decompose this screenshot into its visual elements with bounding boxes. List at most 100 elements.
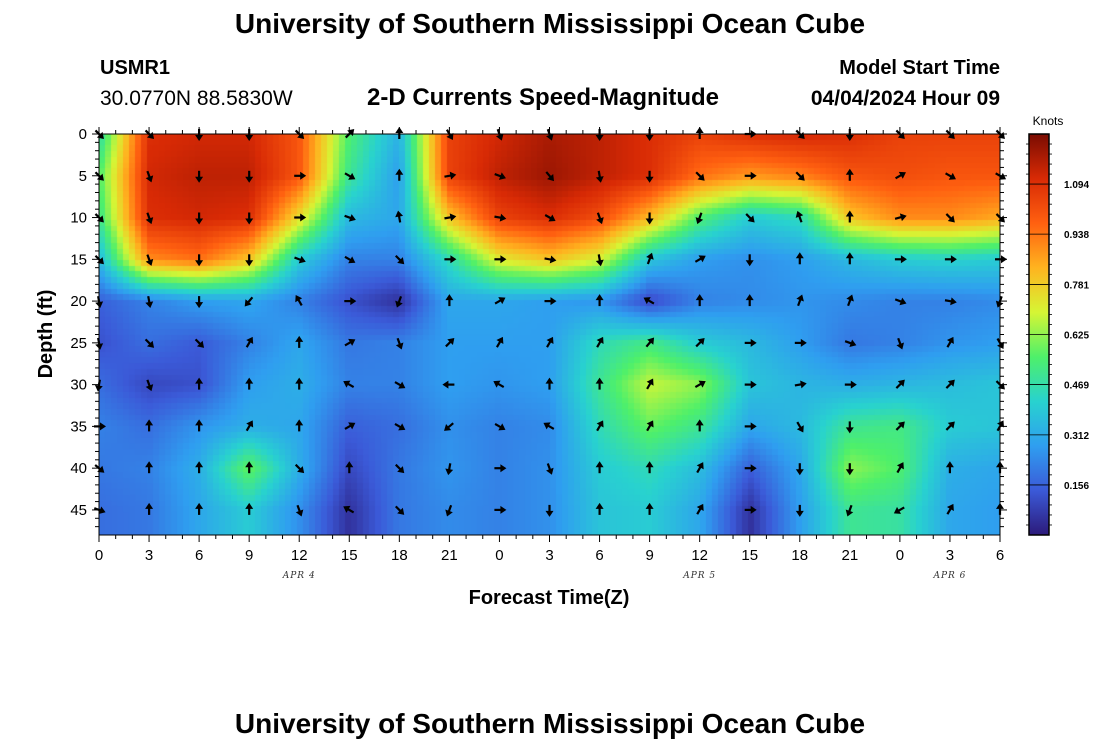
x-tick-label: 0	[495, 547, 503, 564]
x-tick-label: 6	[195, 547, 203, 564]
direction-arrow	[945, 461, 954, 474]
direction-arrow	[444, 255, 457, 264]
colorbar-tick-label: 0.156	[1064, 481, 1089, 492]
date-label: APR 4	[282, 571, 316, 581]
direction-arrow	[494, 297, 506, 305]
direction-arrow	[645, 212, 654, 225]
colorbar-unit: Knots	[1033, 114, 1064, 128]
direction-arrow	[795, 252, 804, 265]
direction-arrow	[195, 212, 204, 225]
colorbar-tick-label: 0.469	[1064, 381, 1089, 392]
direction-arrow	[344, 214, 356, 222]
direction-arrow	[893, 506, 905, 514]
direction-arrow	[645, 170, 654, 183]
direction-arrow	[494, 172, 506, 180]
direction-arrow	[494, 255, 507, 264]
direction-arrow	[344, 297, 357, 306]
direction-arrow	[546, 463, 554, 475]
direction-arrow	[545, 377, 554, 390]
direction-arrow	[895, 421, 905, 431]
colorbar-tick-label: 0.625	[1064, 331, 1089, 342]
direction-arrow	[545, 171, 554, 182]
direction-arrow	[294, 255, 306, 264]
direction-arrow	[744, 422, 757, 431]
direction-arrow	[646, 378, 654, 390]
direction-arrow	[646, 252, 654, 265]
direction-arrow	[445, 463, 454, 476]
direction-arrow	[896, 462, 904, 474]
direction-arrow	[394, 505, 405, 515]
station-id: USMR1	[100, 57, 171, 79]
colorbar: Knots 1.094 0.938 0.781 0.625 0.469 0.312 0.15…	[1026, 114, 1089, 536]
x-tick-label: 6	[595, 547, 603, 564]
direction-arrow	[395, 210, 404, 223]
x-tick-label: 0	[95, 547, 103, 564]
x-axis: 0 3 6 9 12 15 18 21 0 3 6 9 12 15 18 21 0 3 6 APR 4 APR 5 APR…	[95, 127, 1004, 581]
x-tick-label: 12	[291, 547, 308, 564]
x-tick-label: 15	[741, 547, 758, 564]
x-tick-label: 21	[441, 547, 458, 564]
direction-arrow	[344, 172, 356, 180]
direction-arrow	[295, 335, 304, 348]
direction-arrow	[696, 462, 704, 474]
direction-arrow	[546, 128, 554, 141]
y-tick-label: 0	[79, 126, 87, 143]
x-tick-label: 15	[341, 547, 358, 564]
direction-arrow	[493, 380, 505, 389]
direction-arrow	[645, 502, 654, 515]
direction-arrow	[544, 297, 557, 306]
direction-arrow	[643, 297, 655, 305]
direction-arrow	[744, 505, 757, 514]
direction-arrow	[945, 421, 955, 431]
direction-arrow	[445, 294, 454, 307]
direction-arrow	[245, 254, 254, 267]
direction-arrow	[744, 464, 757, 473]
direction-arrow	[694, 255, 706, 263]
direction-arrow	[695, 419, 704, 432]
direction-arrow	[195, 170, 204, 183]
direction-arrow	[945, 213, 955, 223]
direction-arrow	[944, 255, 957, 264]
direction-arrow	[794, 380, 807, 389]
colorbar-tick-label: 1.094	[1064, 180, 1089, 191]
x-tick-label: 9	[645, 547, 653, 564]
direction-arrow	[545, 504, 554, 517]
direction-arrow	[344, 255, 356, 264]
speed-heatmap	[99, 134, 1000, 535]
direction-arrow	[645, 461, 654, 474]
x-tick-label: 3	[545, 547, 553, 564]
direction-arrow	[845, 421, 854, 434]
x-tick-label: 6	[996, 547, 1004, 564]
direction-arrow	[495, 128, 504, 141]
direction-arrow	[744, 338, 757, 347]
x-tick-label: 3	[946, 547, 954, 564]
direction-arrow	[696, 503, 704, 515]
x-tick-label: 18	[791, 547, 808, 564]
direction-arrow	[145, 295, 154, 308]
direction-arrow	[894, 255, 907, 264]
direction-arrow	[945, 379, 955, 389]
direction-arrow	[394, 422, 406, 431]
direction-arrow	[945, 172, 956, 180]
direction-arrow	[896, 337, 905, 350]
direction-arrow	[145, 212, 154, 225]
direction-arrow	[144, 338, 155, 348]
direction-arrow	[195, 296, 204, 309]
direction-arrow	[294, 213, 307, 222]
direction-arrow	[445, 129, 454, 141]
direction-arrow	[195, 419, 204, 432]
direction-arrow	[344, 422, 356, 430]
direction-arrow	[695, 294, 704, 307]
y-tick-label: 5	[79, 168, 87, 185]
direction-arrow	[145, 379, 154, 392]
direction-arrow	[494, 213, 507, 222]
direction-arrow	[596, 212, 604, 225]
direction-arrow	[195, 461, 204, 474]
direction-arrow	[895, 171, 906, 180]
direction-arrow	[894, 213, 907, 222]
direction-arrow	[694, 380, 706, 389]
direction-arrow	[595, 502, 604, 515]
direction-arrow	[845, 463, 854, 476]
direction-arrow	[245, 420, 254, 432]
